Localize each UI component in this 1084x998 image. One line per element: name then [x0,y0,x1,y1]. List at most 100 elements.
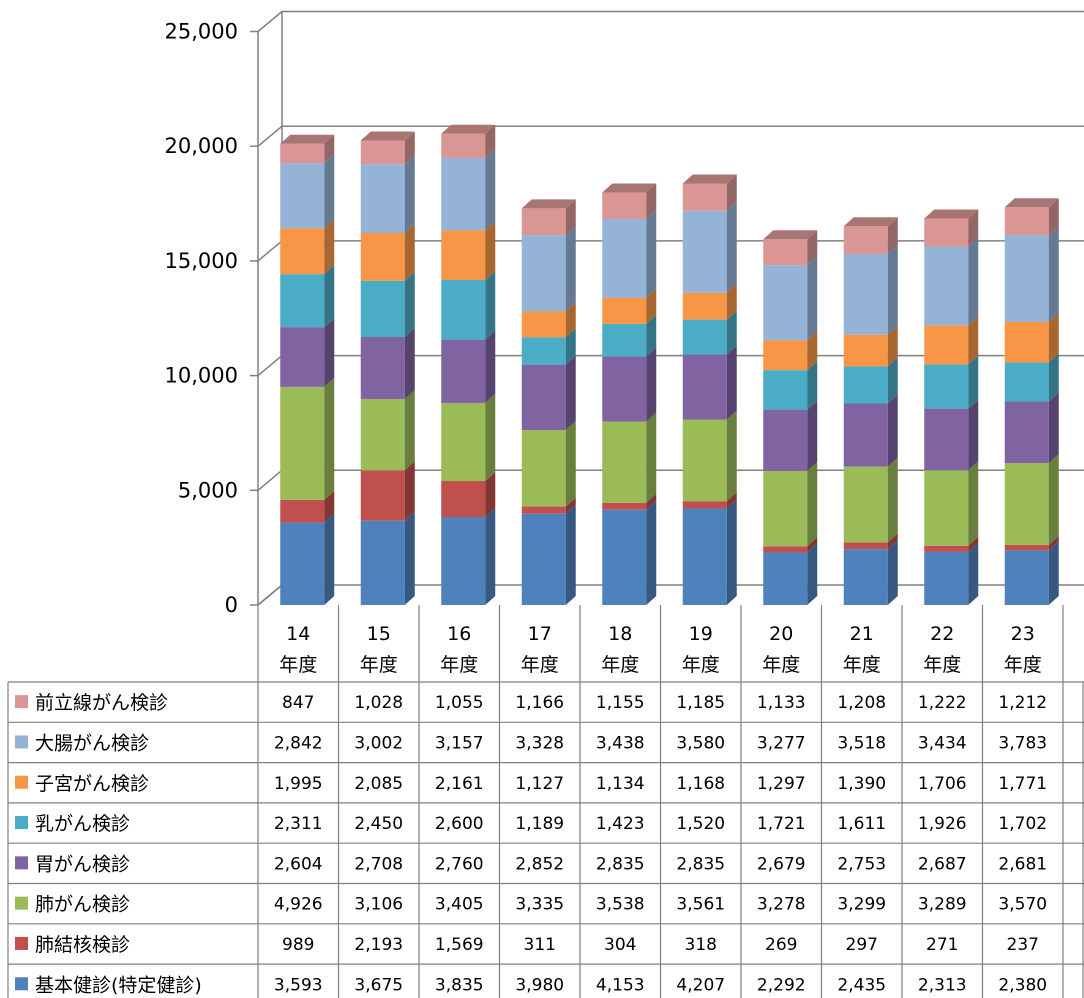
bar-top [360,131,415,141]
data-cell: 3,434 [918,733,967,753]
y-tick-label: 10,000 [165,364,238,388]
bar-side [324,513,335,605]
bar-front [924,408,969,471]
category-label-number: 16 [447,623,471,645]
bar-front [280,228,325,275]
legend-swatch [15,695,28,709]
bar-side [807,256,818,341]
category-label-number: 20 [769,623,793,645]
data-cell: 1,926 [918,814,967,834]
bar-side [404,390,415,471]
bar-segment [843,540,898,605]
bar-side [485,270,496,340]
bar-front [843,403,888,467]
bar-segment [360,390,415,471]
data-cell: 3,675 [354,975,403,995]
bar-front [360,140,405,165]
bar-side [404,155,415,233]
data-cell: 1,706 [918,774,967,794]
y-tick-label: 20,000 [165,134,238,158]
bar-segment [682,174,737,211]
bar-side [1048,535,1059,551]
bar-side [485,148,496,231]
data-cell: 2,835 [676,854,725,874]
bar-segment [280,134,335,164]
bar-side [646,347,657,422]
bar-front [360,280,405,338]
bar-segment [521,355,576,431]
data-cell: 1,721 [757,814,806,834]
bar-segment [602,314,657,357]
bar-segment [763,462,818,547]
bar-front [360,337,405,400]
bar-front [924,551,969,605]
bar-front [280,522,325,605]
bar-front [441,339,486,403]
bar-side [887,533,898,550]
data-cell: 2,681 [998,854,1047,874]
bar-front [763,552,808,605]
bar-side [646,412,657,503]
legend-swatch [15,735,28,749]
bar-segment [441,148,496,231]
bar-front [1004,362,1049,402]
bar-side [404,461,415,521]
bar-front [763,265,808,341]
bars [280,124,1059,605]
bar-side [485,221,496,280]
data-cell: 2,313 [918,975,967,995]
bar-side [807,230,818,266]
bar-side [565,504,576,605]
bar-side [887,457,898,543]
data-cell: 1,208 [837,693,886,713]
bar-side [887,217,898,254]
bar-side [887,244,898,335]
bar-side [1048,198,1059,236]
bar-front [441,481,486,518]
bar-front [763,471,808,547]
bar-segment [360,271,415,338]
bar-front [843,466,888,543]
data-cell: 3,570 [998,895,1047,915]
y-tick-label: 25,000 [165,20,238,44]
bar-front [1004,207,1049,236]
bar-side [968,542,979,605]
data-cell: 2,835 [596,854,645,874]
bar-segment [1004,541,1059,605]
bar-front [441,230,486,280]
bar-front [521,208,566,236]
bar-front [602,297,647,324]
bar-segment [763,543,818,605]
bar-side [565,328,576,365]
legend-swatch [15,856,28,870]
data-cell: 1,168 [676,774,725,794]
data-cell: 1,028 [354,693,403,713]
bar-front [843,253,888,335]
bar-segment [360,155,415,233]
bar-segment [843,217,898,254]
bar-segment [924,461,979,546]
bar-side [807,537,818,553]
legend-swatch [15,775,28,789]
bar-front [521,364,566,431]
category-label-number: 19 [689,623,713,645]
data-cell: 2,708 [354,854,403,874]
bar-front [1004,463,1049,545]
data-cell: 1,155 [596,693,645,713]
y-axis: 0 5,000 10,000 15,000 20,000 25,000 [165,10,1084,617]
bar-segment [441,508,496,605]
bar-front [682,501,727,509]
bar-side [887,394,898,467]
category-label-unit: 年度 [843,654,881,676]
category-label-number: 17 [528,623,552,645]
data-cell: 2,193 [354,935,403,955]
bar-top [521,199,576,209]
category-label-unit: 年度 [682,654,720,676]
bar-side [565,226,576,312]
bar-side [646,210,657,298]
bar-side [726,492,737,509]
data-cell: 3,277 [757,733,806,753]
data-cell: 3,438 [596,733,645,753]
bar-front [280,163,325,229]
